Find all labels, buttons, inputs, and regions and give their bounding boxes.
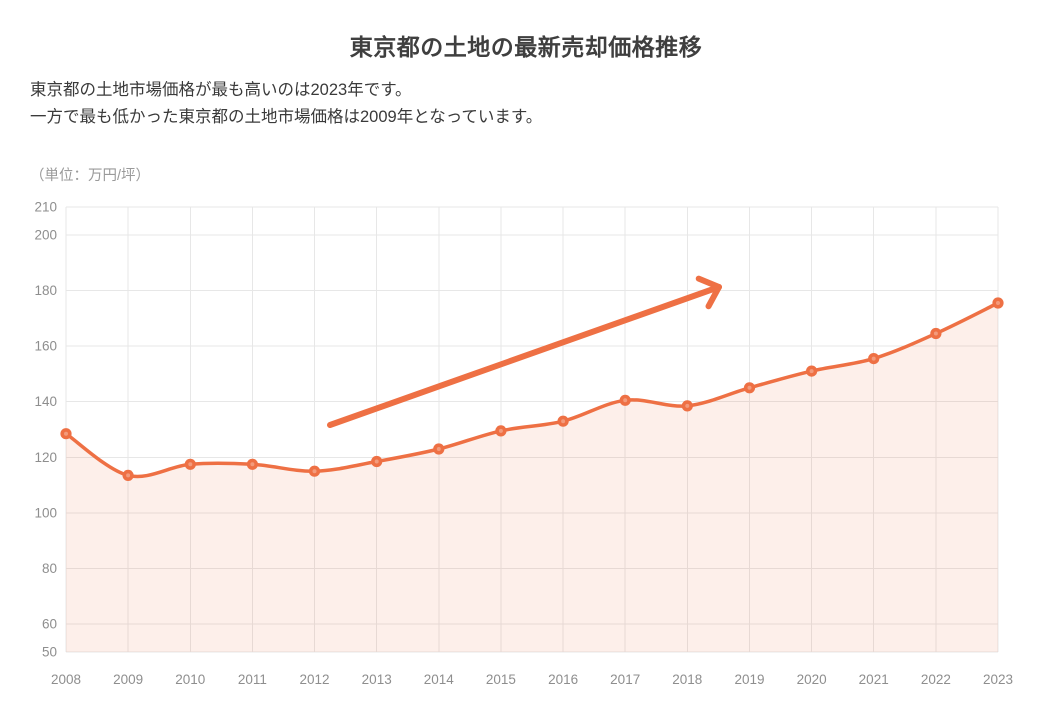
- data-point-2011: [246, 458, 258, 470]
- data-point-2020: [806, 365, 818, 377]
- description: 東京都の土地市場価格が最も高いのは2023年です。 一方で最も低かった東京都の土…: [30, 77, 542, 131]
- svg-text:2010: 2010: [175, 672, 205, 687]
- grid-lines: [65, 206, 999, 653]
- svg-text:200: 200: [34, 227, 57, 242]
- page-title: 東京都の土地の最新売却価格推移: [349, 34, 703, 60]
- svg-text:2020: 2020: [797, 672, 827, 687]
- x-axis-labels: 2008 2009 2010 2011 2012 2013 2014 2015 2016 2017…: [51, 672, 1013, 687]
- price-area-fill: [66, 303, 998, 652]
- svg-text:2016: 2016: [548, 672, 578, 687]
- data-point-2022: [930, 327, 942, 340]
- data-point-2023: [992, 297, 1004, 309]
- svg-text:2023: 2023: [983, 672, 1013, 687]
- svg-text:210: 210: [34, 200, 57, 215]
- data-point-2012: [308, 465, 321, 477]
- svg-text:2012: 2012: [299, 672, 329, 687]
- data-point-2019: [743, 382, 756, 394]
- svg-text:160: 160: [34, 339, 57, 354]
- svg-text:140: 140: [34, 394, 57, 409]
- svg-text:2009: 2009: [113, 672, 143, 687]
- svg-text:60: 60: [42, 617, 57, 632]
- svg-text:120: 120: [34, 450, 57, 465]
- svg-text:2011: 2011: [238, 672, 267, 687]
- description-line-1: 東京都の土地市場価格が最も高いのは2023年です。: [30, 81, 412, 99]
- svg-text:100: 100: [34, 505, 57, 520]
- svg-text:2015: 2015: [486, 672, 516, 687]
- svg-text:2018: 2018: [672, 672, 702, 687]
- svg-text:2008: 2008: [51, 672, 81, 687]
- data-point-2013: [371, 455, 383, 468]
- svg-text:2022: 2022: [921, 672, 951, 687]
- svg-text:2014: 2014: [424, 672, 455, 687]
- data-point-2008: [60, 428, 72, 440]
- svg-text:50: 50: [42, 645, 57, 660]
- data-point-2017: [619, 394, 631, 406]
- upward-trend-arrow: [327, 275, 722, 428]
- data-point-2016: [557, 415, 569, 427]
- data-point-2014: [433, 443, 445, 455]
- description-line-2: 一方で最も低かった東京都の土地市場価格は2009年となっています。: [30, 108, 543, 126]
- data-point-2009: [122, 469, 134, 481]
- data-point-2010: [184, 458, 196, 470]
- svg-text:2021: 2021: [859, 672, 889, 687]
- price-line: [64, 301, 1000, 479]
- svg-text:80: 80: [42, 561, 57, 576]
- svg-text:2017: 2017: [610, 672, 640, 687]
- svg-text:2013: 2013: [362, 672, 392, 687]
- svg-text:2019: 2019: [734, 672, 764, 687]
- data-point-2015: [495, 425, 507, 437]
- data-point-2021: [868, 353, 880, 365]
- y-axis-labels: 50 60 80 100 120 140 160 180 200 210: [34, 200, 57, 660]
- unit-label: （単位：万円/坪）: [30, 168, 151, 184]
- svg-text:180: 180: [34, 283, 57, 298]
- data-point-2018: [681, 400, 693, 412]
- price-data-points[interactable]: [60, 297, 1004, 481]
